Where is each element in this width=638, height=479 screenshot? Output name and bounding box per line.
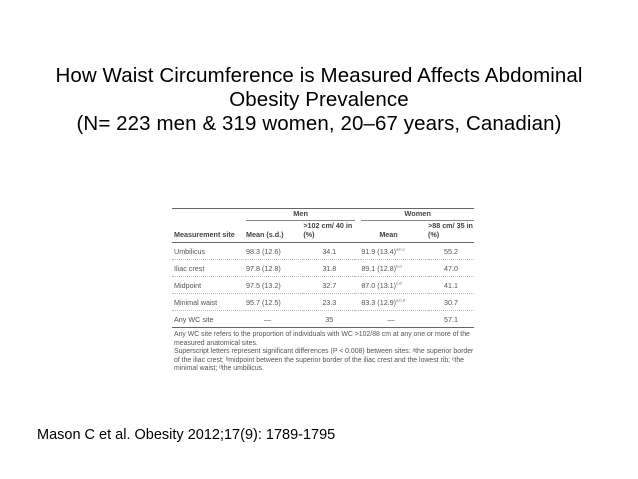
prevalence-table: Men Women Measurement site Mean (s.d.) >… — [172, 208, 474, 374]
title-line-3: (N= 223 men & 319 women, 20–67 years, Ca… — [76, 112, 562, 135]
group-header-women: Women — [361, 208, 474, 221]
column-header-women-mean: Mean — [361, 220, 428, 243]
table-row: Any WC site — 35 — 57.1 — [172, 310, 474, 328]
table-row: Iliac crest 97.8 (12.8) 31.8 89.1 (12.8)… — [172, 259, 474, 277]
table-row: Umbilicus 98.3 (12.6) 34.1 91.9 (13.4)a,… — [172, 242, 474, 260]
column-header-women-pct: >88 cm/ 35 in (%) — [428, 220, 474, 243]
title-line-2: Obesity Prevalence — [229, 88, 409, 111]
table-row: Midpoint 97.5 (13.2) 32.7 87.0 (13.1)c,d… — [172, 276, 474, 294]
column-header-men-pct: >102 cm/ 40 in (%) — [303, 220, 356, 243]
slide-title: How Waist Circumference is Measured Affe… — [20, 64, 618, 136]
table-row: Minimal waist 95.7 (12.5) 23.3 83.3 (12.… — [172, 293, 474, 311]
group-header-men: Men — [246, 208, 356, 221]
footnote-any-wc: Any WC site refers to the proportion of … — [174, 331, 470, 347]
column-header-site: Measurement site — [172, 220, 246, 243]
footnote-superscripts: Superscript letters represent significan… — [174, 348, 474, 373]
column-header-men-mean: Mean (s.d.) — [246, 220, 304, 243]
table-footnote: Any WC site refers to the proportion of … — [172, 331, 474, 374]
title-line-1: How Waist Circumference is Measured Affe… — [55, 64, 583, 87]
citation: Mason C et al. Obesity 2012;17(9): 1789-… — [37, 427, 336, 443]
